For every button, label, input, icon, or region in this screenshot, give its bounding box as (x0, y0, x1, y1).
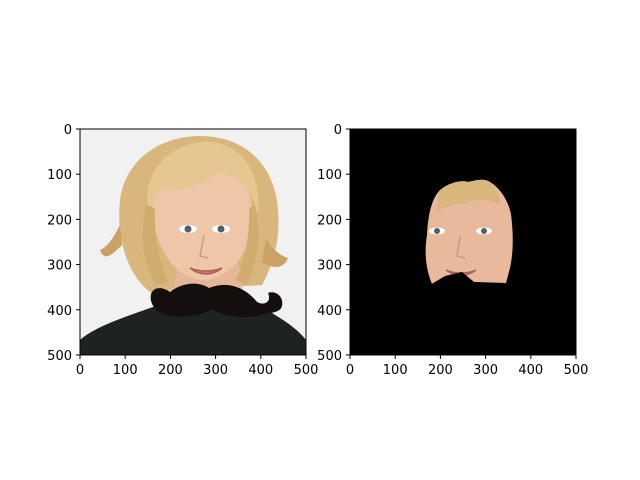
left-ytick-label: 300 (47, 259, 72, 274)
right-xtick-label: 500 (564, 363, 589, 378)
left-axes-frame (79, 128, 307, 356)
right-ytick-label: 400 (317, 304, 342, 319)
right-xtick-label: 0 (346, 363, 354, 378)
hair-side-right (236, 205, 259, 285)
left-ytick-label: 400 (47, 304, 72, 319)
right-xtick-label: 400 (518, 363, 543, 378)
mask-left-iris (434, 228, 440, 234)
left-xtick-label: 0 (76, 363, 84, 378)
right-ytick-label: 500 (317, 349, 342, 364)
mask-lower-cut (420, 272, 520, 300)
left-ytick-label: 200 (47, 213, 72, 228)
left-xticks: 0 100 200 300 400 500 (76, 355, 319, 378)
right-xtick-label: 200 (428, 363, 453, 378)
left-ytick-label: 100 (47, 168, 72, 183)
hair-right-flip (262, 238, 288, 267)
left-xtick-label: 200 (158, 363, 183, 378)
hair-side-left (142, 205, 168, 285)
right-ytick-label: 200 (317, 213, 342, 228)
right-image (350, 129, 576, 355)
mask-nose (456, 235, 466, 259)
right-xtick-label: 100 (383, 363, 408, 378)
left-yticks: 0 100 200 300 400 500 (47, 123, 80, 364)
hair-bangs (147, 141, 259, 215)
right-yticks: 0 100 200 300 400 500 (317, 123, 350, 364)
left-xtick-label: 400 (248, 363, 273, 378)
mouth (189, 267, 223, 275)
mustache-left-curl (153, 288, 166, 306)
right-iris (217, 225, 225, 233)
left-ytick-label: 0 (64, 123, 72, 138)
right-ytick-label: 0 (334, 123, 342, 138)
right-axes: 0 100 200 300 400 500 0 100 200 300 400 500 (317, 123, 588, 378)
nose (199, 234, 209, 259)
left-image (80, 129, 306, 355)
left-axes: 0 100 200 300 400 500 0 100 200 300 400 500 (47, 123, 318, 378)
right-xticks: 0 100 200 300 400 500 (346, 355, 589, 378)
left-xtick-label: 500 (294, 363, 319, 378)
mask-hair-region (436, 179, 500, 212)
right-ytick-label: 300 (317, 259, 342, 274)
hair-left-flip (100, 225, 122, 257)
left-iris (184, 225, 192, 233)
left-xtick-label: 100 (113, 363, 138, 378)
right-ytick-label: 100 (317, 168, 342, 183)
left-xtick-label: 300 (203, 363, 228, 378)
left-ytick-label: 500 (47, 349, 72, 364)
mask-right-iris (481, 228, 487, 234)
right-xtick-label: 300 (473, 363, 498, 378)
right-axes-frame (349, 128, 577, 356)
mustache (150, 283, 283, 318)
